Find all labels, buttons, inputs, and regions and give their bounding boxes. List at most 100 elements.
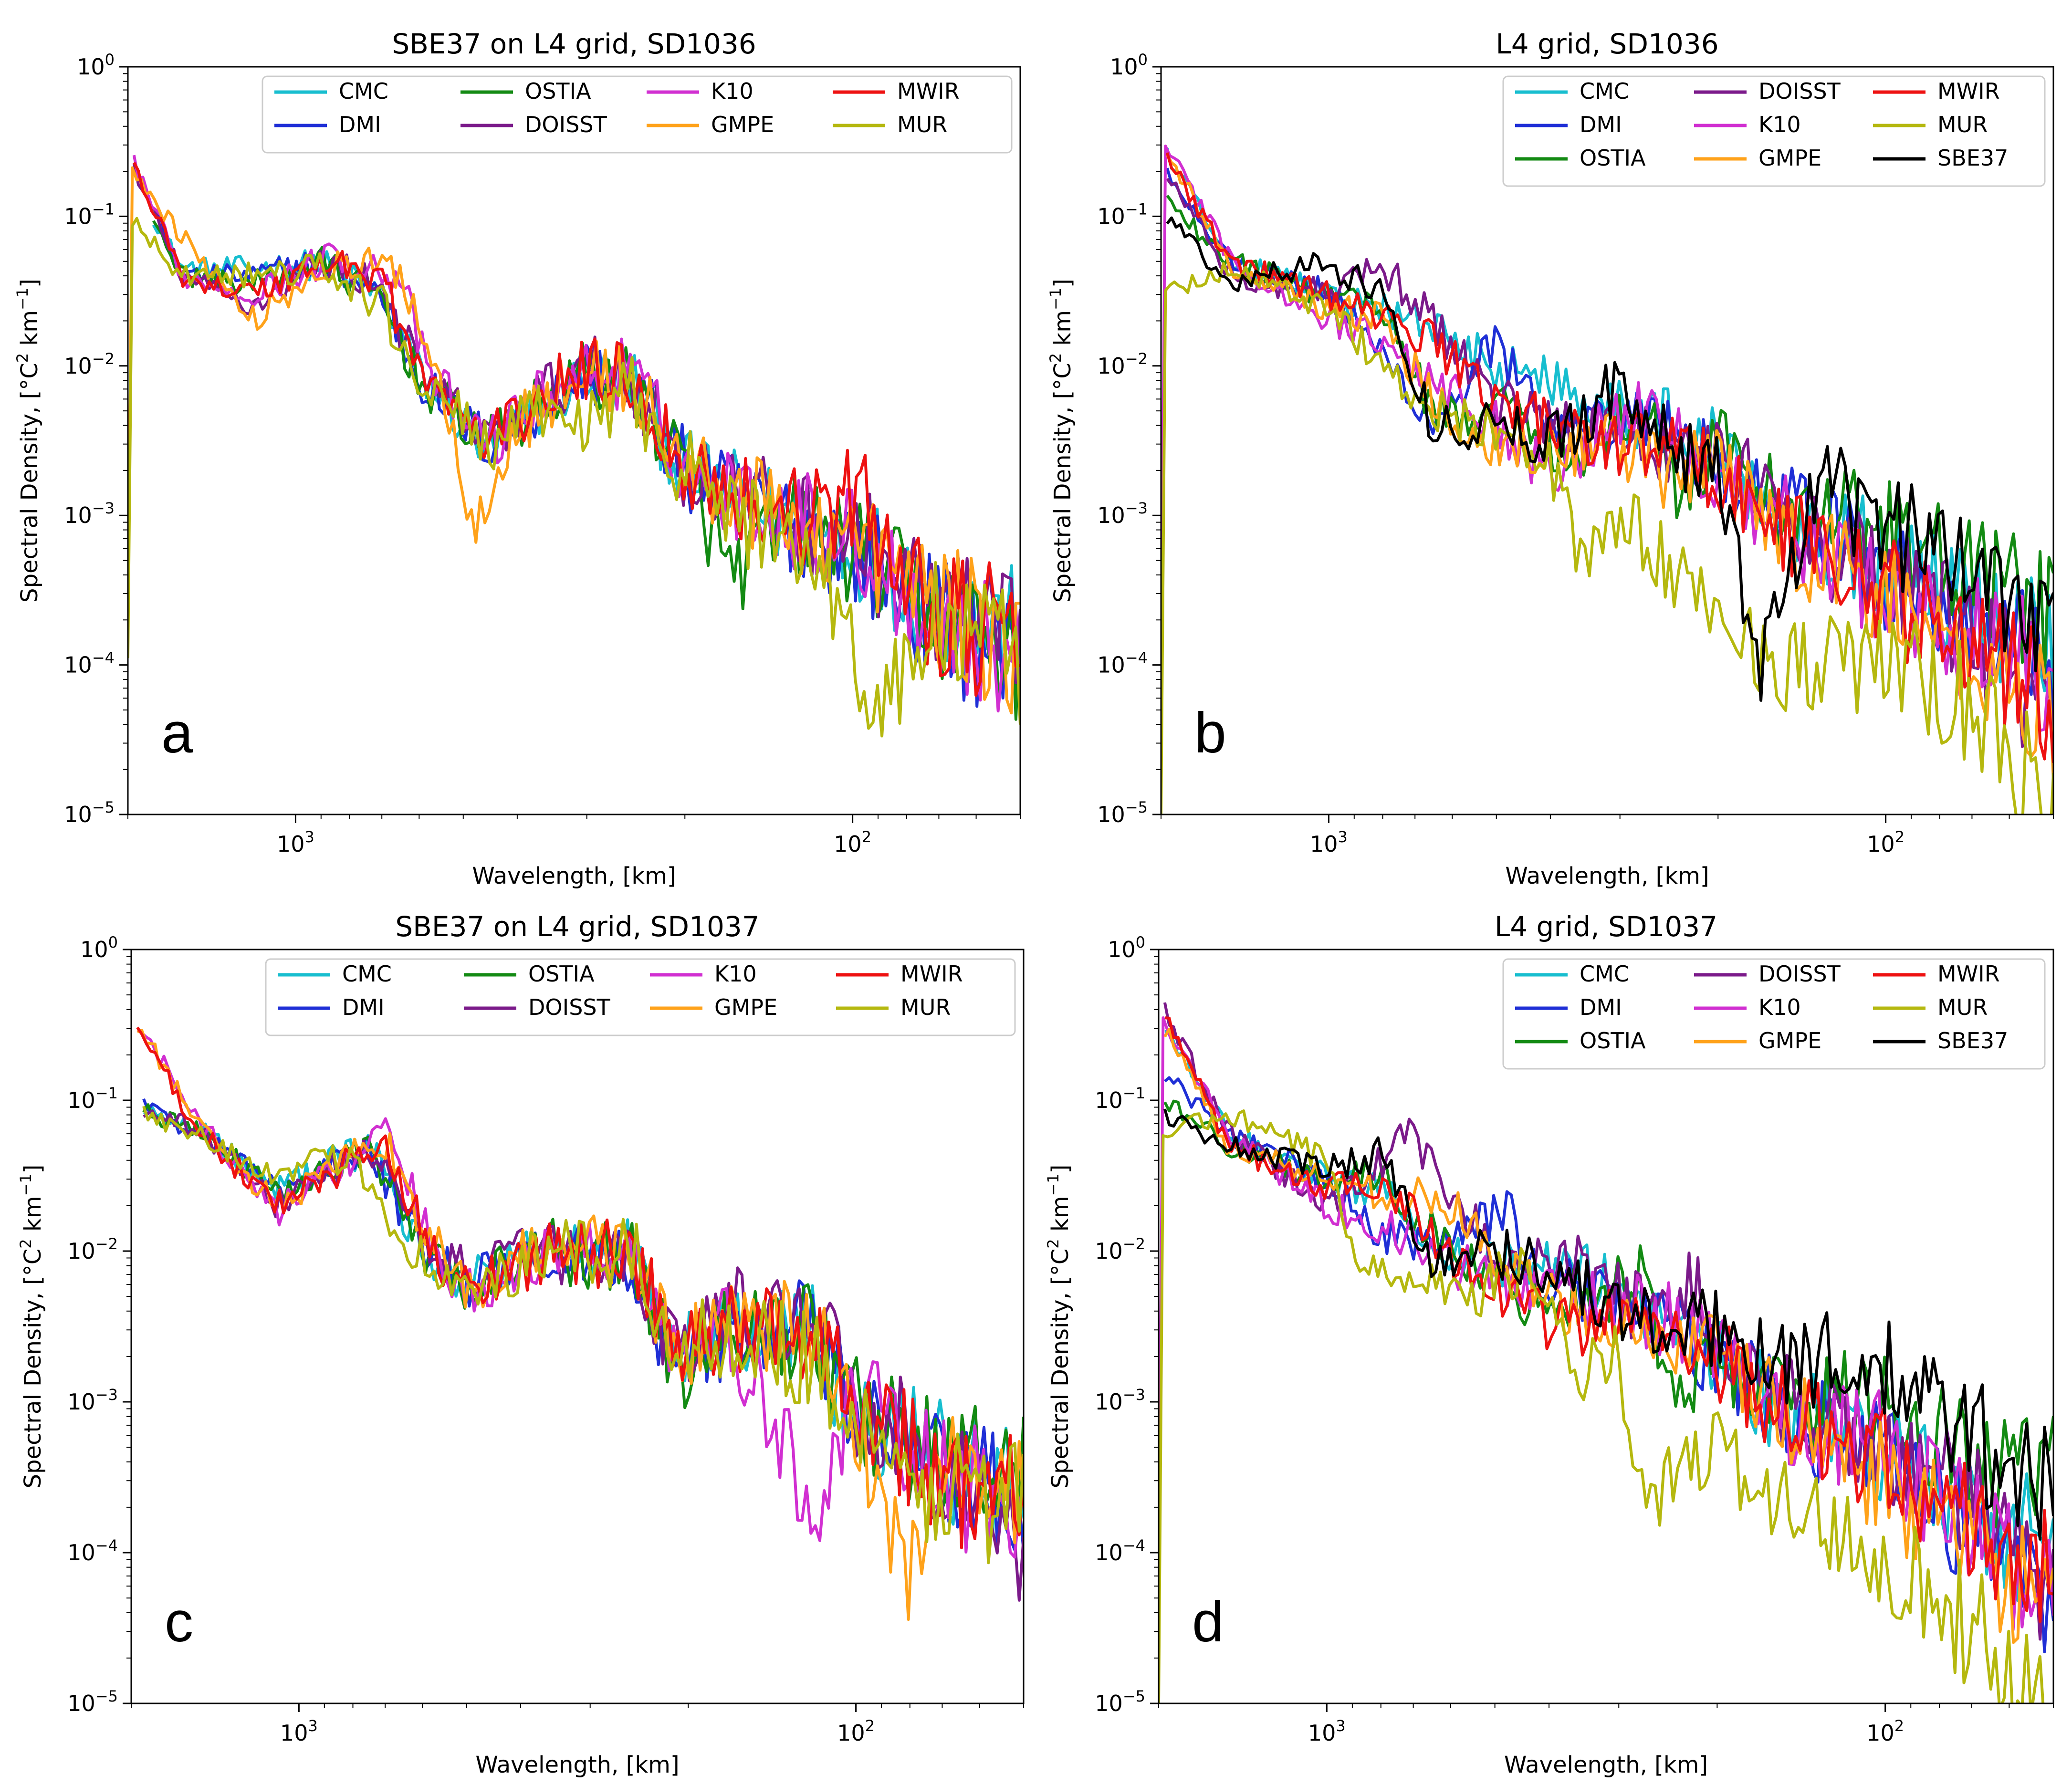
y-axis-label: Spectral Density, [°C2 km−1] (13, 279, 43, 603)
legend-entry-doisst: DOISST (1758, 961, 1841, 987)
series-line-mwir (1164, 1016, 2053, 1623)
y-tick-label: 10−2 (1095, 1235, 1145, 1264)
y-axis-label-main: Spectral Density, [°C (20, 1249, 46, 1489)
x-tick-label-base: 10 (1867, 831, 1895, 857)
legend-box (262, 75, 1013, 154)
y-tick-label-exponent: 0 (1138, 51, 1148, 69)
y-tick-label-exponent: −3 (1123, 1386, 1145, 1404)
legend-entry-cmc: CMC (1580, 78, 1629, 104)
y-tick-label-base: 10 (64, 652, 92, 678)
legend-entry-gmpe: GMPE (1758, 1028, 1821, 1054)
series-line-gmpe (128, 166, 1020, 715)
x-axis-label: Wavelength, [km] (472, 863, 676, 889)
panel-letter: b (1194, 701, 1226, 765)
legend-entry-doisst: DOISST (528, 994, 611, 1020)
legend-entry-mur: MUR (900, 994, 951, 1020)
legend-entry-mwir: MWIR (1937, 78, 2000, 104)
x-tick-label-base: 10 (834, 831, 862, 857)
y-tick-label-exponent: −4 (1123, 1536, 1145, 1555)
y-tick-label-exponent: −3 (92, 499, 115, 517)
legend-entry-gmpe: GMPE (714, 994, 777, 1020)
y-tick-label-base: 10 (1097, 353, 1125, 379)
legend-entry-cmc: CMC (342, 961, 392, 987)
legend-entry-gmpe: GMPE (1758, 145, 1821, 171)
y-tick-label-exponent: 0 (108, 933, 118, 951)
legend-entry-ostia: OSTIA (1580, 145, 1646, 171)
axes-frame (1158, 949, 2054, 1704)
y-tick-label-base: 10 (64, 203, 92, 229)
y-axis-label-sup2: −1 (1044, 1173, 1062, 1196)
legend-box (265, 958, 1016, 1036)
legend: CMC DMI OSTIA DOISST K10 GMPE MWIR MUR SBE37 (1502, 958, 2046, 1070)
y-axis-label: Spectral Density, [°C2 km−1] (1046, 279, 1076, 603)
y-tick-label-exponent: −3 (95, 1386, 118, 1404)
x-tick-label-base: 10 (1866, 1720, 1894, 1746)
y-tick-label: 100 (1108, 933, 1145, 962)
x-tick-label-exponent: 2 (1894, 1717, 1904, 1735)
series-line-mwir (133, 162, 1020, 697)
legend-entry-sbe37: SBE37 (1937, 1028, 2008, 1054)
y-tick-label-base: 10 (67, 1389, 95, 1415)
legend-entry-doisst: DOISST (525, 112, 607, 137)
y-tick-label-base: 10 (67, 1540, 95, 1566)
y-tick-label-base: 10 (1095, 1540, 1123, 1566)
legend-entry-k10: K10 (714, 961, 757, 987)
y-axis-label-end: ] (16, 279, 43, 288)
y-axis-label-mid: km (1049, 310, 1076, 353)
y-tick-label: 10−3 (1095, 1386, 1145, 1415)
legend-entry-dmi: DMI (342, 994, 385, 1020)
axes-frame (130, 949, 1025, 1704)
y-axis-label-sup1: 2 (17, 1239, 35, 1248)
y-tick-label: 10−5 (67, 1687, 118, 1716)
legend-entry-dmi: DMI (339, 112, 381, 137)
y-tick-label: 10−2 (64, 350, 115, 379)
x-tick-label-exponent: 3 (1336, 1717, 1345, 1735)
y-tick-label-base: 10 (1095, 1389, 1123, 1415)
y-tick-label: 10−4 (64, 649, 115, 678)
legend-entry-ostia: OSTIA (525, 78, 591, 104)
y-tick-label: 100 (1110, 51, 1148, 80)
y-tick-label-exponent: −5 (1125, 798, 1148, 816)
panel-letter: d (1192, 1590, 1224, 1654)
legend-entry-cmc: CMC (1580, 961, 1629, 987)
legend-entry-mwir: MWIR (897, 78, 960, 104)
y-tick-label-base: 10 (1108, 937, 1136, 962)
y-tick-label-base: 10 (1095, 1087, 1123, 1113)
x-tick-label-exponent: 2 (862, 828, 871, 846)
chart-title: SBE37 on L4 grid, SD1037 (395, 910, 759, 943)
x-axis-label: Wavelength, [km] (475, 1752, 679, 1778)
y-tick-label-exponent: −5 (1123, 1687, 1145, 1705)
x-tick-label: 103 (1310, 828, 1348, 857)
y-axis-label: Spectral Density, [°C2 km−1] (17, 1165, 46, 1489)
legend-entry-k10: K10 (1758, 994, 1801, 1020)
panel-letter: a (161, 701, 193, 765)
y-tick-label-exponent: −2 (1123, 1235, 1145, 1253)
legend: CMC DMI OSTIA DOISST K10 GMPE MWIR MUR SBE37 (1502, 75, 2046, 187)
y-tick-label-base: 10 (67, 1238, 95, 1264)
x-tick-label-exponent: 2 (1895, 828, 1905, 846)
series-line-mur (142, 1106, 1024, 1565)
series-line-sbe37 (1163, 1108, 2053, 1541)
x-tick-label: 102 (1866, 1717, 1904, 1746)
y-tick-label-base: 10 (1097, 502, 1125, 528)
series-line-mur (1161, 262, 2053, 814)
legend-entry-mur: MUR (1937, 112, 1988, 137)
panel-letter: c (165, 1590, 193, 1654)
y-tick-label-exponent: −2 (1125, 350, 1148, 368)
y-tick-label: 10−2 (1097, 350, 1148, 379)
series-line-mur (1159, 1109, 2045, 1703)
y-tick-label-base: 10 (77, 54, 105, 80)
x-tick-label-base: 10 (1310, 831, 1338, 857)
legend-entry-gmpe: GMPE (711, 112, 774, 137)
x-tick-label-base: 10 (277, 831, 305, 857)
plot-area (1161, 145, 2053, 814)
x-tick-label-exponent: 3 (304, 828, 314, 846)
y-tick-label-exponent: −2 (92, 350, 115, 368)
y-tick-label: 10−3 (64, 499, 115, 528)
y-tick-label-base: 10 (1097, 203, 1125, 229)
y-tick-label: 10−5 (1097, 798, 1148, 827)
legend-entry-ostia: OSTIA (528, 961, 595, 987)
legend: CMC DMI OSTIA DOISST K10 GMPE MWIR MUR (265, 958, 1016, 1036)
